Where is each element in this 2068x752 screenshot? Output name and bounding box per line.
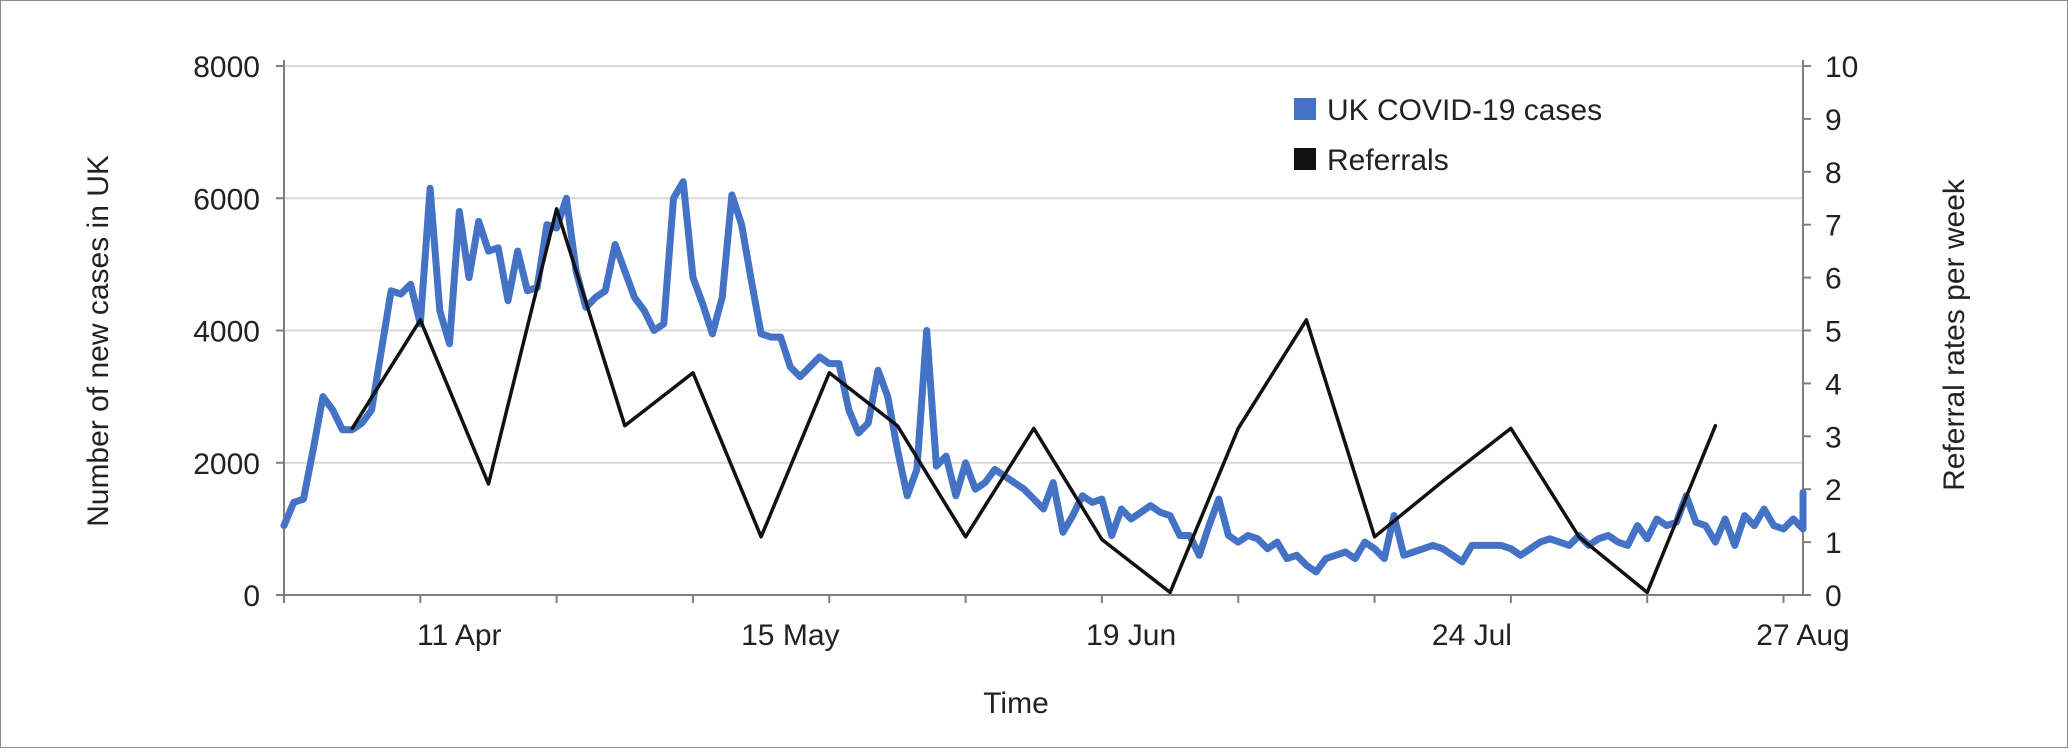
right-y-axis-title: Referral rates per week — [1938, 178, 1971, 491]
left-y-tick-label: 4000 — [193, 316, 260, 349]
right-y-tick-label: 1 — [1825, 527, 1842, 560]
x-tick-label: 27 Aug — [1756, 619, 1849, 652]
series-line-referrals — [350, 207, 1718, 595]
x-tick-label: 24 Jul — [1432, 619, 1512, 652]
right-y-tick-label: 3 — [1825, 421, 1842, 454]
left-y-tick-label: 2000 — [193, 448, 260, 481]
right-y-tick-label: 9 — [1825, 104, 1842, 137]
left-y-tick-label: 0 — [243, 580, 260, 613]
axes — [276, 60, 1811, 603]
gridlines — [284, 65, 1803, 464]
right-y-tick-label: 7 — [1825, 210, 1842, 243]
series-line-cases — [280, 178, 1807, 576]
legend-swatch-cases — [1294, 98, 1316, 120]
right-y-tick-label: 4 — [1825, 368, 1842, 401]
left-y-axis-ticks: 0 2000 4000 6000 8000 — [193, 51, 260, 613]
legend-label-cases: UK COVID-19 cases — [1327, 94, 1602, 127]
right-y-tick-label: 8 — [1825, 157, 1842, 190]
right-y-tick-label: 5 — [1825, 316, 1842, 349]
legend-entry-cases: UK COVID-19 cases — [1294, 94, 1602, 127]
left-y-axis-title: Number of new cases in UK — [82, 155, 115, 527]
x-tick-label: 19 Jun — [1086, 619, 1176, 652]
right-y-tick-label: 0 — [1825, 580, 1842, 613]
x-axis-title: Time — [983, 687, 1049, 720]
legend: UK COVID-19 cases Referrals — [1294, 94, 1602, 177]
right-y-tick-label: 10 — [1825, 51, 1858, 84]
left-y-tick-label: 8000 — [193, 51, 260, 84]
left-y-tick-label: 6000 — [193, 183, 260, 216]
series-layer — [280, 178, 1807, 595]
x-tick-label: 15 May — [741, 619, 839, 652]
legend-swatch-referrals — [1294, 148, 1316, 170]
right-y-axis-ticks: 0 1 2 3 4 5 6 7 8 9 10 — [1825, 51, 1858, 613]
legend-entry-referrals: Referrals — [1294, 144, 1449, 177]
legend-label-referrals: Referrals — [1327, 144, 1449, 177]
x-tick-label: 11 Apr — [417, 619, 502, 652]
right-y-tick-label: 6 — [1825, 263, 1842, 296]
right-y-tick-label: 2 — [1825, 474, 1842, 507]
x-axis-ticks: 11 Apr 15 May 19 Jun 24 Jul 27 Aug — [417, 619, 1850, 652]
